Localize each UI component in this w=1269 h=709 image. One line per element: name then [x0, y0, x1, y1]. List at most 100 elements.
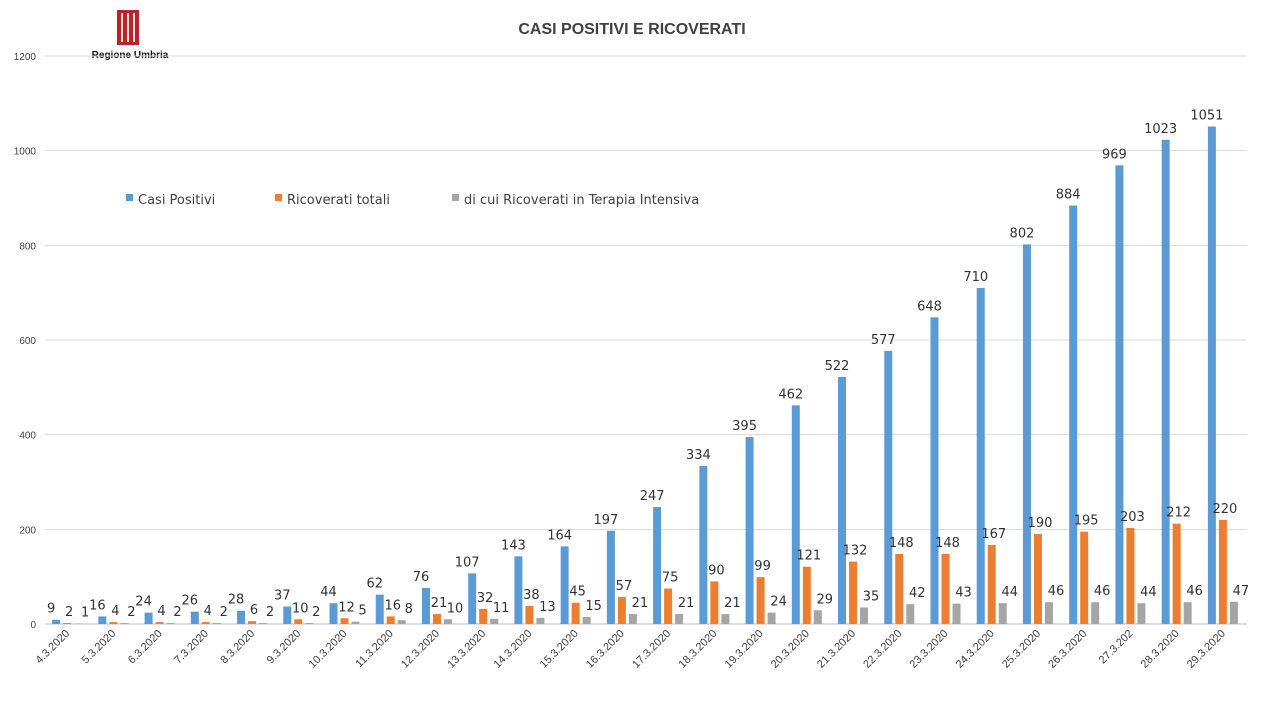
- bar-di-cui-ricoverati-in-terapia-intensiva: [860, 607, 869, 624]
- x-tick-label: 25.3.2020: [1000, 628, 1043, 671]
- x-tick-label: 21.3.2020: [815, 628, 858, 671]
- x-tick-label: 8.3.2020: [218, 628, 257, 667]
- bar-ricoverati-totali: [294, 619, 303, 624]
- bar-casi-positivi: [144, 612, 153, 624]
- bar-casi-positivi: [1207, 126, 1216, 624]
- x-tick-label: 7.3.2020: [172, 628, 211, 667]
- bar-casi-positivi: [838, 376, 847, 624]
- bar-ricoverati-totali: [201, 622, 210, 624]
- bar-di-cui-ricoverati-in-terapia-intensiva: [212, 623, 221, 624]
- data-label: 2: [173, 605, 181, 620]
- data-label: 1051: [1190, 109, 1223, 124]
- data-label: 148: [889, 536, 914, 551]
- bar-ricoverati-totali: [109, 622, 118, 624]
- data-label: 334: [686, 448, 711, 463]
- data-label: 76: [413, 570, 430, 585]
- data-label: 4: [204, 604, 212, 619]
- x-tick-label: 9.3.2020: [265, 628, 304, 667]
- bar-ricoverati-totali: [756, 577, 765, 624]
- regione-umbria-logo-icon: [117, 10, 139, 45]
- x-tick-label: 14.3.2020: [491, 628, 534, 671]
- bar-di-cui-ricoverati-in-terapia-intensiva: [305, 623, 314, 624]
- y-tick-label: 1200: [14, 52, 37, 63]
- data-label: 13: [539, 600, 556, 615]
- data-label: 648: [917, 299, 942, 314]
- data-label: 462: [778, 387, 803, 402]
- data-label: 1: [81, 606, 89, 621]
- data-label: 10: [447, 601, 464, 616]
- bar-di-cui-ricoverati-in-terapia-intensiva: [998, 603, 1007, 624]
- bar-di-cui-ricoverati-in-terapia-intensiva: [1137, 603, 1146, 624]
- bar-ricoverati-totali: [479, 608, 488, 624]
- bar-casi-positivi: [1069, 205, 1078, 624]
- bar-casi-positivi: [1161, 139, 1170, 624]
- bar-casi-positivi: [514, 556, 523, 624]
- data-label: 164: [547, 528, 572, 543]
- data-label: 42: [909, 586, 926, 601]
- bar-casi-positivi: [237, 610, 246, 624]
- data-label: 21: [431, 596, 448, 611]
- x-tick-label: 19.3.2020: [723, 628, 766, 671]
- bar-casi-positivi: [98, 616, 107, 624]
- data-label: 21: [632, 596, 649, 611]
- data-label: 10: [292, 601, 309, 616]
- legend-item: Ricoverati totali: [287, 193, 390, 208]
- bar-casi-positivi: [52, 619, 61, 624]
- bar-di-cui-ricoverati-in-terapia-intensiva: [675, 614, 684, 624]
- bar-di-cui-ricoverati-in-terapia-intensiva: [120, 623, 129, 624]
- data-label: 24: [135, 595, 152, 610]
- bar-casi-positivi: [190, 611, 199, 624]
- x-tick-label: 23.3.2020: [908, 628, 951, 671]
- bar-di-cui-ricoverati-in-terapia-intensiva: [767, 612, 776, 624]
- bar-casi-positivi: [1022, 244, 1031, 625]
- data-label: 44: [320, 585, 337, 600]
- x-tick-label: 5.3.2020: [80, 628, 119, 667]
- bar-ricoverati-totali: [664, 588, 673, 624]
- bar-ricoverati-totali: [849, 561, 858, 624]
- x-tick-label: 20.3.2020: [769, 628, 812, 671]
- data-label: 395: [732, 419, 757, 434]
- data-label: 197: [593, 513, 618, 528]
- data-label: 4: [157, 604, 165, 619]
- bar-casi-positivi: [699, 465, 708, 624]
- data-label: 35: [863, 589, 880, 604]
- x-tick-label: 13.3.2020: [445, 628, 488, 671]
- data-label: 969: [1102, 147, 1127, 162]
- y-tick-label: 0: [30, 620, 36, 631]
- y-tick-label: 400: [19, 431, 36, 442]
- bar-ricoverati-totali: [617, 597, 626, 624]
- data-label: 143: [501, 538, 526, 553]
- bar-casi-positivi: [329, 603, 338, 624]
- bar-ricoverati-totali: [895, 553, 904, 624]
- bar-ricoverati-totali: [248, 621, 257, 624]
- data-label: 107: [455, 555, 480, 570]
- data-label: 203: [1120, 510, 1145, 525]
- data-label: 21: [678, 596, 695, 611]
- data-label: 577: [871, 333, 896, 348]
- y-tick-label: 200: [19, 525, 36, 536]
- bar-ricoverati-totali: [987, 544, 996, 624]
- legend-swatch-icon: [126, 194, 133, 201]
- legend-swatch-icon: [452, 194, 459, 201]
- bar-casi-positivi: [283, 606, 292, 624]
- bar-di-cui-ricoverati-in-terapia-intensiva: [1044, 602, 1053, 624]
- bar-ricoverati-totali: [63, 623, 72, 624]
- legend-swatch-icon: [275, 194, 282, 201]
- x-tick-label: 11.3.2020: [353, 628, 396, 671]
- data-label: 6: [250, 603, 258, 618]
- bar-di-cui-ricoverati-in-terapia-intensiva: [906, 604, 915, 624]
- data-label: 28: [228, 593, 245, 608]
- bar-ricoverati-totali: [432, 614, 441, 624]
- bar-di-cui-ricoverati-in-terapia-intensiva: [952, 603, 961, 624]
- data-label: 38: [523, 588, 540, 603]
- data-label: 26: [182, 594, 199, 609]
- x-tick-label: 4.3.2020: [33, 628, 72, 667]
- data-label: 57: [616, 579, 633, 594]
- x-tick-label: 10.3.2020: [307, 628, 350, 671]
- data-label: 43: [955, 586, 972, 601]
- bar-casi-positivi: [745, 437, 754, 624]
- data-label: 75: [662, 571, 679, 586]
- data-label: 21: [724, 596, 741, 611]
- data-label: 45: [569, 585, 586, 600]
- bar-di-cui-ricoverati-in-terapia-intensiva: [259, 623, 268, 624]
